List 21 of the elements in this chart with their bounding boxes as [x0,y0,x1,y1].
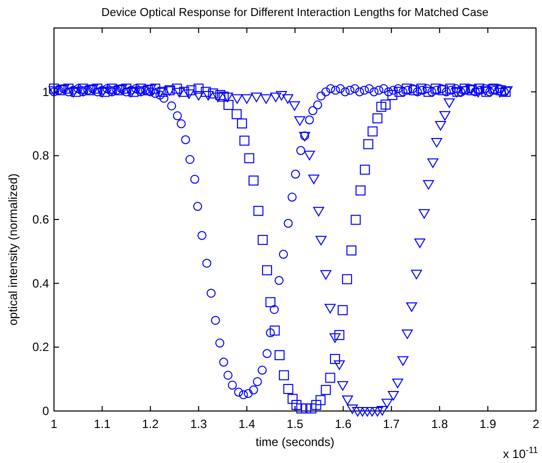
text: x 10$^{-11}$ [502,445,538,461]
x-tick-label: 1.1 [94,417,111,431]
y-tick-label: 0.8 [32,148,50,163]
y-tick-label: 1 [42,84,50,99]
x-tick-label: 1.8 [431,417,448,431]
x-tick-label: 1.3 [190,417,208,431]
x-tick-label: 1.2 [142,417,160,431]
y-axis-title: optical intensity (normalized) [6,173,20,326]
x-tick-label: 1 [50,417,58,431]
x-axis-title: time (seconds) [256,435,334,449]
x-tick-label: 1.4 [238,417,256,431]
chart-title: Device Optical Response for Different Interaction Lengths for Matched Case [101,7,489,19]
x-tick-label: 1.9 [479,417,496,431]
x-tick-label: 2 [532,417,540,431]
y-tick-label: 0.2 [32,340,50,354]
y-tick-label: 0.6 [32,212,50,226]
x-tick-label: 1.5 [286,417,304,431]
y-tick-label: 0.4 [32,276,50,290]
x-tick-label: 1.6 [334,417,352,431]
x-tick-label: 1.7 [383,417,400,431]
y-tick-label: 0 [42,404,50,418]
